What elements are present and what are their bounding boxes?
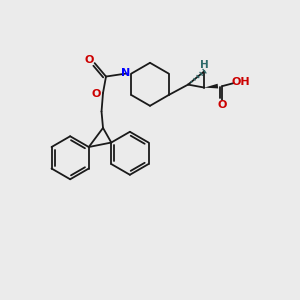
- Text: H: H: [200, 60, 209, 70]
- Text: O: O: [92, 89, 101, 99]
- Text: O: O: [85, 55, 94, 65]
- Polygon shape: [205, 84, 218, 88]
- Text: O: O: [218, 100, 227, 110]
- Text: OH: OH: [232, 76, 250, 87]
- Text: N: N: [122, 68, 130, 78]
